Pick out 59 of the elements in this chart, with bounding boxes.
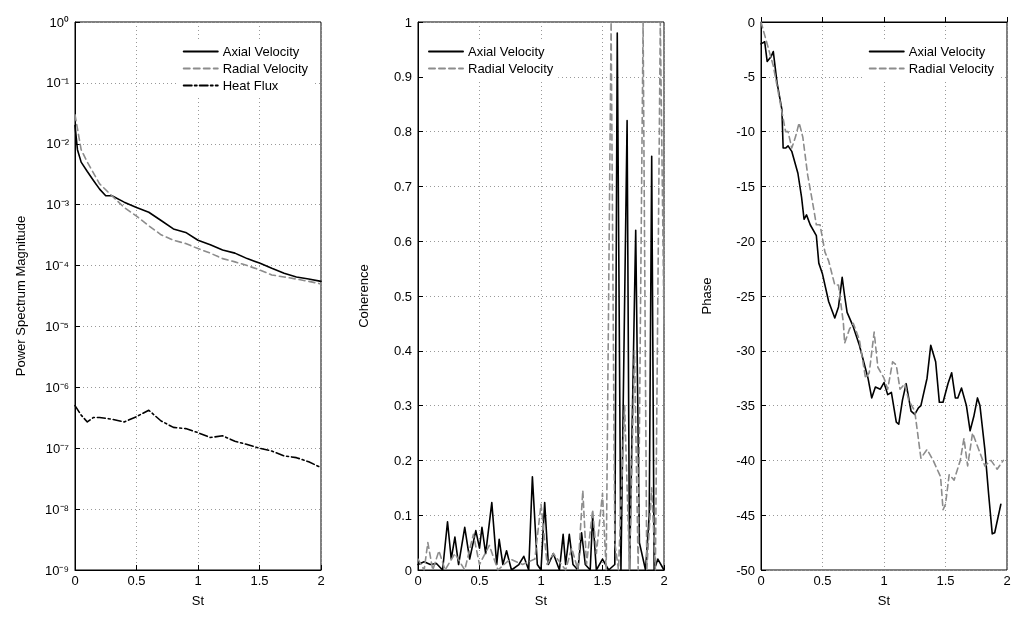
x-tick-label: 1.5: [250, 573, 269, 588]
y-tick-label: 10⁻⁴: [44, 258, 69, 274]
y-tick-label: -10: [736, 124, 755, 140]
y-tick-label: 10⁻⁹: [44, 562, 69, 578]
x-tick-label: 0.5: [813, 573, 832, 588]
x-tick-label: 2: [660, 573, 668, 588]
y-axis-title: Power Spectrum Magnitude: [13, 215, 28, 377]
y-tick-label: 0.8: [393, 124, 412, 140]
y-tick-label: -50: [736, 562, 755, 578]
y-tick-label: -15: [736, 178, 755, 194]
x-tick-label: 1: [537, 573, 545, 588]
legend-label: Axial Velocity: [468, 44, 546, 59]
y-tick-label: 0.5: [393, 288, 412, 304]
y-tick-label: 0: [747, 14, 755, 30]
x-tick-label: 1.5: [593, 573, 612, 588]
y-axis-title: Coherence: [356, 264, 371, 328]
y-tick-label: -35: [736, 398, 755, 414]
y-tick-label: 0.4: [393, 343, 412, 359]
x-tick-label: 0: [757, 573, 765, 588]
x-axis-title: St: [877, 593, 891, 608]
x-tick-label: 1.5: [936, 573, 955, 588]
legend-label: Radial Velocity: [908, 61, 995, 76]
y-tick-label: 0.7: [393, 178, 412, 194]
legend-label: Radial Velocity: [468, 61, 554, 76]
y-tick-label: 0: [404, 562, 412, 578]
y-tick-label: 10⁰: [49, 14, 69, 30]
y-tick-label: 10⁻²: [46, 136, 70, 152]
y-tick-label: 0.2: [393, 452, 412, 468]
y-tick-label: -25: [736, 288, 755, 304]
x-tick-label: 1: [880, 573, 888, 588]
x-tick-label: 0: [414, 573, 422, 588]
legend-label: Radial Velocity: [222, 61, 309, 76]
y-tick-label: 10⁻⁸: [45, 501, 69, 517]
x-tick-label: 2: [317, 573, 325, 588]
y-tick-label: 1: [404, 14, 412, 30]
y-tick-label: 0.9: [393, 69, 412, 85]
x-tick-label: 0.5: [470, 573, 489, 588]
x-axis-title: St: [534, 593, 548, 608]
y-tick-label: 10⁻⁷: [45, 440, 70, 456]
y-tick-label: 0.3: [393, 398, 412, 414]
y-tick-label: -20: [736, 233, 755, 249]
y-axis-title: Phase: [699, 277, 714, 315]
x-tick-label: 1: [194, 573, 202, 588]
y-tick-label: 10⁻⁶: [45, 379, 69, 395]
x-axis-title: St: [191, 593, 205, 608]
legend-label: Heat Flux: [222, 78, 279, 93]
legend-label: Axial Velocity: [222, 44, 300, 59]
y-tick-label: -40: [736, 452, 755, 468]
y-tick-label: 0.6: [393, 233, 412, 249]
y-tick-label: 10⁻¹: [46, 75, 70, 91]
y-tick-label: 10⁻³: [46, 197, 70, 213]
x-tick-label: 2: [1003, 573, 1011, 588]
y-tick-label: -45: [736, 507, 755, 523]
x-tick-label: 0.5: [127, 573, 146, 588]
legend-label: Axial Velocity: [908, 44, 986, 59]
y-tick-label: 0.1: [393, 507, 412, 523]
y-tick-label: 10⁻⁵: [45, 318, 69, 334]
y-tick-label: -5: [743, 69, 755, 85]
y-tick-label: -30: [736, 343, 755, 359]
